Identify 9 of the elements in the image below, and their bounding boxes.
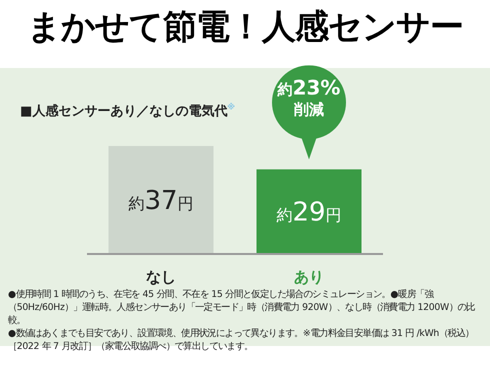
data-label: 約29円 [276, 198, 342, 228]
x-tick-label: あり [294, 268, 324, 286]
text: ●数値はあくまでも目安であり、設置環境、使用状況によって異なります。※電力料金目安単価は 31 円 /kWh（税込）［2022 年 7 月改訂］（家電公取協調べ）で算出しています。 [8, 327, 475, 353]
annotation: 約23% 削減 [276, 75, 340, 118]
text: ●使用時間 1 時間のうち、在宅を 45 分間、不在を 15 分間と仮定した場合のシミュレーション。●暖房「強（50Hz/60Hz）」運転時。人感センサーあり「一定モード」時（消費電力 920W）、なし時（消費電力 1200W）の比較。 [8, 288, 476, 327]
chart-subtitle: ■人感センサーあり／なしの電気代$^{※}$ [20, 102, 236, 120]
x-tick-label: なし [146, 268, 176, 286]
data-label: 約37円 [128, 186, 194, 216]
chart-title: まかせて節電！人感センサー [26, 6, 464, 49]
